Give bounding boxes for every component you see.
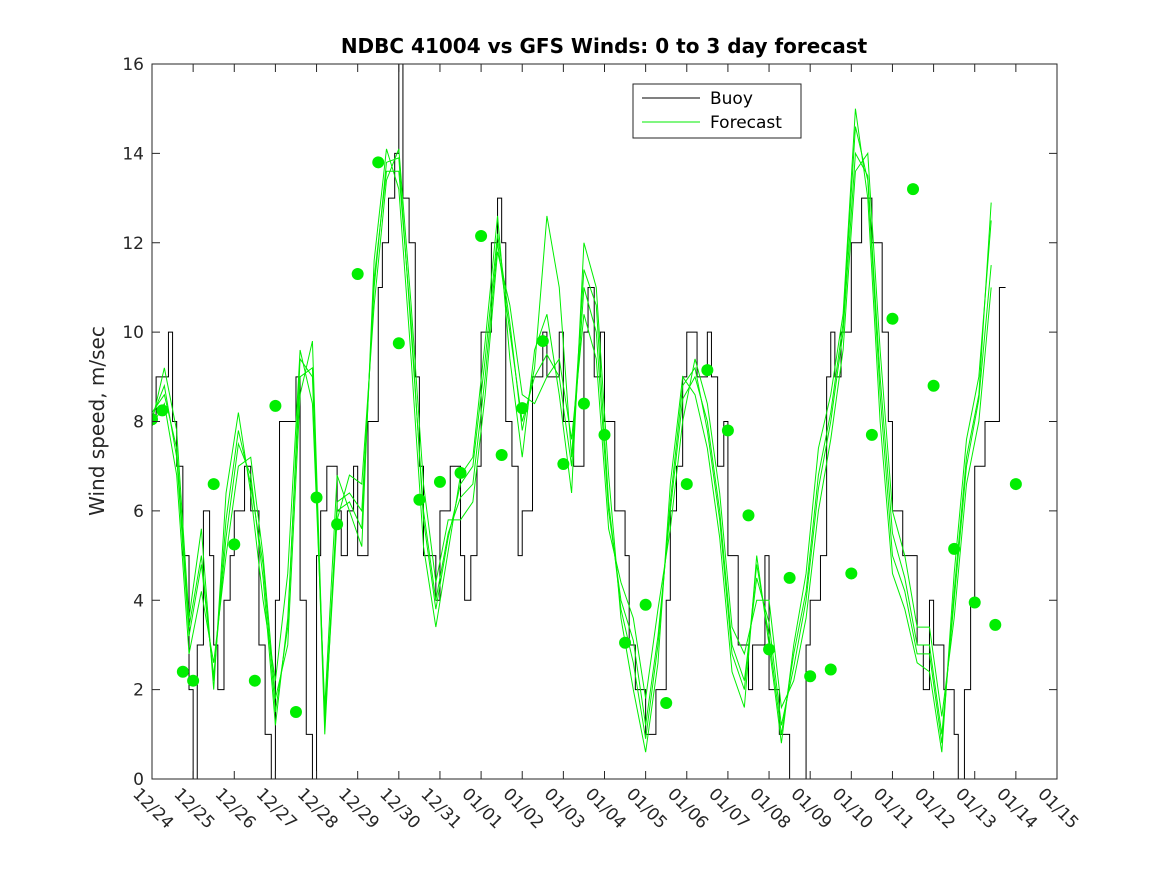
forecast-point [968,596,981,609]
forecast-point [989,618,1002,631]
forecast-point [187,674,200,687]
forecast-point [269,399,282,412]
forecast-point [845,567,858,580]
y-tick-label: 16 [122,55,144,75]
forecast-point [639,598,652,611]
forecast-point [516,402,529,415]
forecast-point [865,428,878,441]
forecast-point [948,542,961,555]
y-tick-label: 6 [133,502,144,522]
chart-title: NDBC 41004 vs GFS Winds: 0 to 3 day fore… [341,34,868,58]
forecast-point [804,670,817,683]
y-tick-label: 0 [133,770,144,790]
forecast-point [557,457,570,470]
forecast-point [156,404,169,417]
forecast-point [248,674,261,687]
forecast-point [763,643,776,656]
legend-forecast-label: Forecast [710,113,782,133]
plot-area [152,64,1022,779]
forecast-point [372,156,385,169]
forecast-point [907,183,920,196]
forecast-series-line-4 [152,126,992,744]
forecast-point [475,230,488,243]
forecast-point [886,312,899,325]
y-tick-label: 8 [133,413,144,433]
forecast-point [310,491,323,504]
legend-box [632,83,802,139]
series-group [152,64,1022,779]
y-tick-label: 4 [133,591,144,611]
forecast-point [701,364,714,377]
forecast-point [207,478,220,491]
forecast-point [1009,478,1022,491]
y-axis-label: Wind speed, m/sec [85,326,109,516]
legend: Buoy Forecast [632,83,802,139]
forecast-point [742,509,755,522]
forecast-point [536,335,549,348]
forecast-series-line-3 [152,148,992,726]
forecast-point [152,413,158,426]
forecast-point [680,478,693,491]
y-tick-label: 2 [133,681,144,701]
forecast-point [413,493,426,506]
legend-buoy-label: Buoy [710,89,753,109]
y-tick-label: 10 [122,323,144,343]
forecast-point [228,538,241,551]
forecast-point [660,697,673,710]
forecast-point [495,449,508,462]
forecast-point [331,518,344,531]
forecast-point [824,663,837,676]
forecast-point [433,475,446,488]
forecast-point [721,424,734,437]
forecast-point [454,466,467,479]
forecast-point [598,428,611,441]
forecast-point [351,268,364,281]
buoy-series-line [152,64,1006,779]
forecast-point [176,665,189,678]
forecast-point [392,337,405,350]
y-tick-label: 12 [122,234,144,254]
forecast-point [783,571,796,584]
forecast-point [927,379,940,392]
forecast-point [577,397,590,410]
y-tick-label: 14 [122,144,144,164]
forecast-point [289,705,302,718]
forecast-point [619,636,632,649]
forecast-series-line-2 [152,108,992,753]
